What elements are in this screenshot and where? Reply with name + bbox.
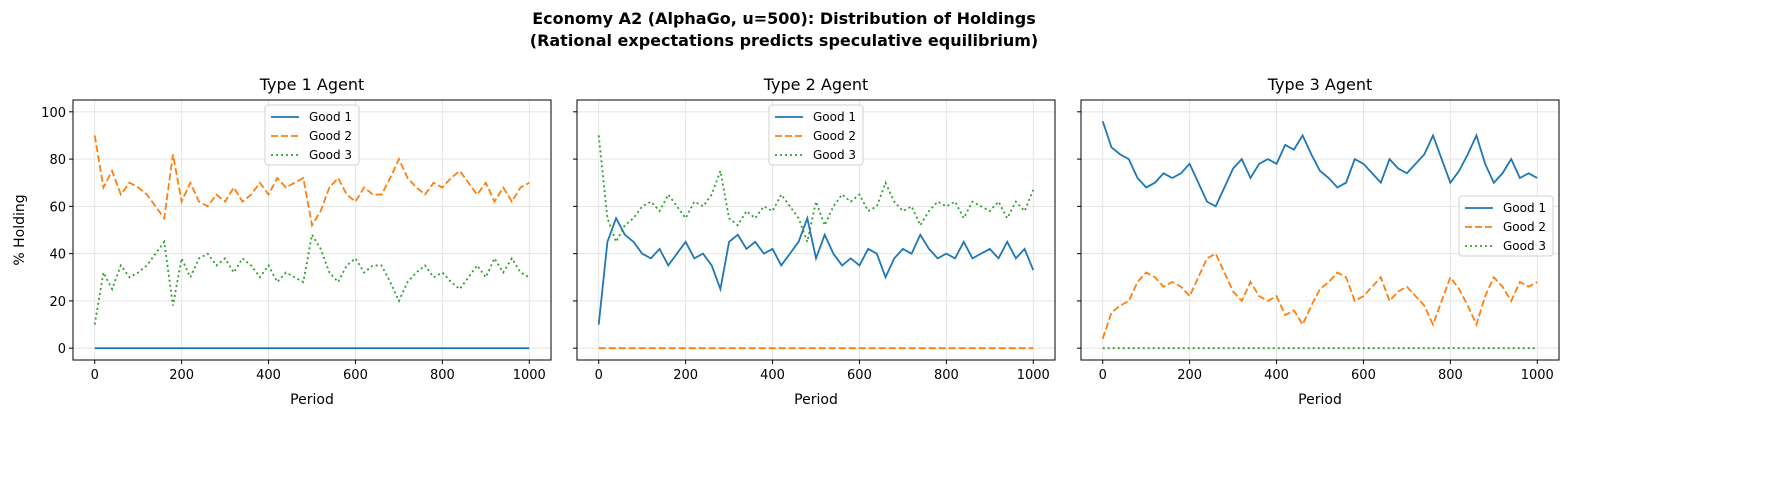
x-tick-label: 400 <box>256 368 281 383</box>
subplot-title: Type 1 Agent <box>259 75 364 94</box>
x-tick-label: 1000 <box>1521 368 1554 383</box>
legend: Good 1 Good 2 Good 3 <box>768 104 864 166</box>
x-tick-label: 400 <box>760 368 785 383</box>
subplot-2: Type 2 Agent 0 200 400 600 800 1000 Period Good … <box>573 75 1056 408</box>
x-tick-label: 200 <box>169 368 194 383</box>
series-line-good-2 <box>93 135 530 228</box>
legend-label: Good 3 <box>1503 239 1546 253</box>
figure-title-line2: (Rational expectations predicts speculat… <box>530 31 1039 50</box>
x-tick-label: 0 <box>1099 368 1107 383</box>
legend-box <box>264 104 360 166</box>
subplot-title: Type 3 Agent <box>1267 75 1372 94</box>
legend-box <box>1458 195 1554 257</box>
x-axis-label: Period <box>794 392 838 408</box>
legend-label: Good 2 <box>309 129 352 143</box>
series-line-good-2 <box>1101 252 1538 340</box>
x-tick-label: 1000 <box>513 368 546 383</box>
y-tick-label: 40 <box>49 248 66 263</box>
y-tick-label: 60 <box>49 200 66 215</box>
x-tick-label: 200 <box>1177 368 1202 383</box>
axes-frame <box>1080 99 1560 361</box>
x-tick-label: 600 <box>1351 368 1376 383</box>
x-tick-label: 600 <box>847 368 872 383</box>
legend-label: Good 1 <box>813 110 856 124</box>
y-axis-label: % Holding <box>12 194 28 265</box>
x-tick-label: 800 <box>934 368 959 383</box>
axes-frame <box>576 99 1056 361</box>
x-tick-label: 1000 <box>1017 368 1050 383</box>
legend-label: Good 3 <box>813 148 856 162</box>
x-axis-label: Period <box>290 392 334 408</box>
x-axis-label: Period <box>1298 392 1342 408</box>
subplot-3: Type 3 Agent 0 200 400 600 800 1000 Period Good … <box>1077 75 1560 408</box>
x-tick-label: 800 <box>430 368 455 383</box>
legend-label: Good 1 <box>309 110 352 124</box>
series-line-good-1 <box>1101 120 1538 208</box>
x-tick-label: 600 <box>343 368 368 383</box>
legend: Good 1 Good 2 Good 3 <box>264 104 360 166</box>
x-tick-label: 800 <box>1438 368 1463 383</box>
legend-label: Good 3 <box>309 148 352 162</box>
y-tick-label: 80 <box>49 153 66 168</box>
subplot-1: Type 1 Agent 0 200 400 600 800 1000 0 20 40 60 80 10… <box>12 75 552 408</box>
legend-box <box>768 104 864 166</box>
x-tick-label: 0 <box>91 368 99 383</box>
x-tick-label: 0 <box>595 368 603 383</box>
y-tick-label: 20 <box>49 295 66 310</box>
axes-frame <box>72 99 552 361</box>
subplot-title: Type 2 Agent <box>763 75 868 94</box>
legend-label: Good 1 <box>1503 201 1546 215</box>
x-tick-label: 200 <box>673 368 698 383</box>
x-tick-label: 400 <box>1264 368 1289 383</box>
legend: Good 1 Good 2 Good 3 <box>1458 195 1554 257</box>
series-line-good-1 <box>597 214 1035 325</box>
series-line-good-3 <box>597 135 1035 246</box>
legend-label: Good 2 <box>1503 220 1546 234</box>
figure-title-line1: Economy A2 (AlphaGo, u=500): Distributio… <box>532 9 1036 28</box>
y-tick-label: 0 <box>58 342 66 357</box>
legend-label: Good 2 <box>813 129 856 143</box>
series-line-good-3 <box>93 232 530 325</box>
y-tick-label: 100 <box>41 106 66 121</box>
